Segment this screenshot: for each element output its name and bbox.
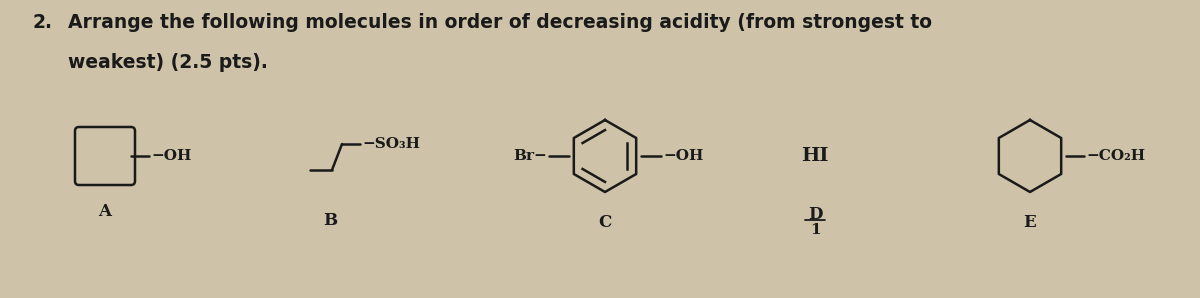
Text: −OH: −OH [662,149,703,163]
Text: HI: HI [802,147,829,165]
Text: A: A [98,203,112,220]
Text: C: C [599,214,612,231]
Text: Br−: Br− [514,149,547,163]
Text: 1: 1 [810,223,821,237]
Text: −OH: −OH [151,149,191,163]
Text: D: D [808,206,822,223]
Text: weakest) (2.5 pts).: weakest) (2.5 pts). [68,53,268,72]
Text: E: E [1024,214,1037,231]
Text: Arrange the following molecules in order of decreasing acidity (from strongest t: Arrange the following molecules in order… [68,13,932,32]
Text: −SO₃H: −SO₃H [362,137,420,151]
Text: B: B [323,212,337,229]
Text: 2.: 2. [32,13,52,32]
Text: −CO₂H: −CO₂H [1086,149,1145,163]
